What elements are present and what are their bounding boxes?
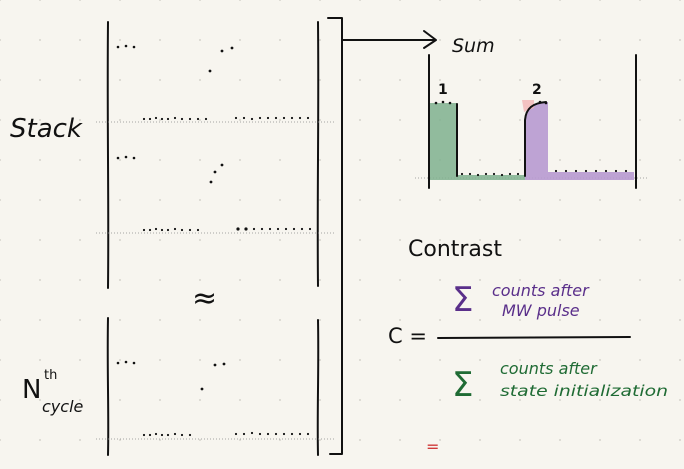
trace-2-dots: [116, 155, 312, 232]
sum-bracket: [327, 17, 437, 455]
nth-cycle-superscript: th: [44, 368, 57, 383]
numerator-sigma: Σ: [452, 280, 473, 320]
approx-symbol: ≈: [192, 281, 217, 316]
trace-1-dots: [116, 44, 310, 121]
cycle-left-bar: [106, 317, 110, 456]
denominator-sigma: Σ: [452, 365, 473, 405]
stack-panel: [106, 21, 320, 456]
peak-2-highlight: [522, 100, 534, 112]
sum-dots: [434, 100, 628, 177]
stack-label: Stack: [10, 114, 83, 144]
peak-1-area: [429, 103, 525, 180]
denominator-line-1: counts after: [500, 359, 598, 378]
sum-histogram: 1 2: [428, 54, 637, 189]
contrast-c-equals: C =: [388, 324, 427, 348]
reference-lines: [96, 121, 648, 440]
stray-equals-mark: =: [426, 437, 439, 456]
sum-label: Sum: [452, 35, 495, 57]
nth-cycle-base: N: [22, 375, 41, 405]
stack-left-bar: [106, 21, 110, 289]
peak-2-label: 2: [532, 82, 542, 98]
arrow-head-icon: [423, 30, 437, 49]
fraction-bar: [437, 336, 631, 339]
contrast-title: Contrast: [408, 237, 502, 262]
nth-cycle-subscript: cycle: [42, 397, 84, 416]
contrast-formula: Contrast C = Σ counts after MW pulse Σ c…: [388, 237, 668, 456]
peak-2-area: [525, 102, 634, 180]
peak-2-edge: [524, 101, 547, 177]
cycle-right-bar: [316, 319, 320, 456]
stack-right-bar: [316, 21, 320, 287]
denominator-line-2: state initialization: [500, 382, 668, 400]
numerator-line-2: MW pulse: [502, 301, 580, 320]
numerator-line-1: counts after: [492, 281, 590, 300]
peak-1-label: 1: [438, 82, 448, 98]
trace-n-dots: [116, 360, 310, 437]
